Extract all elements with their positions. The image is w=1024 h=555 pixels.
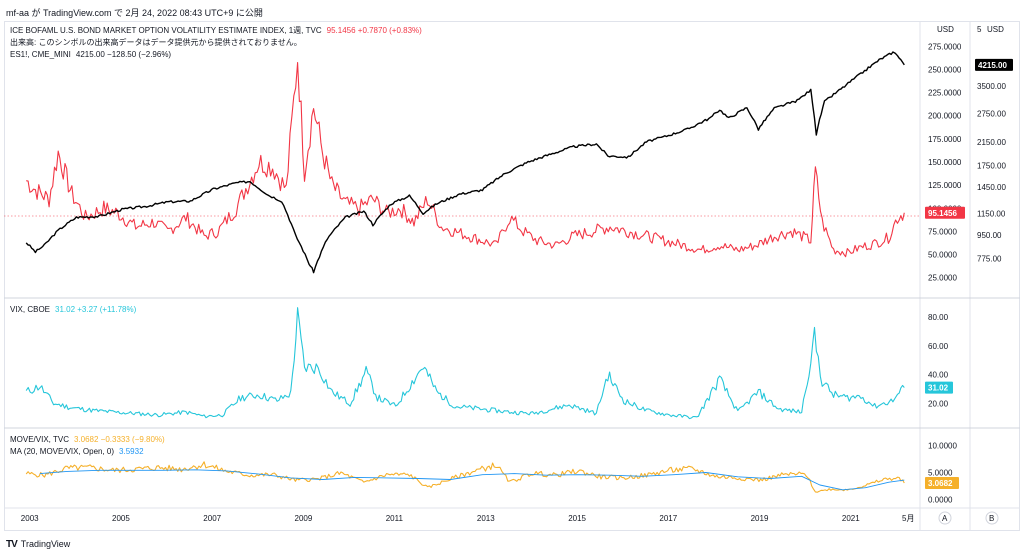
x-tick-label: 2003 (21, 514, 39, 523)
log-scale-label[interactable]: B (989, 514, 994, 523)
move-last-badge-bg (925, 206, 965, 219)
x-tick-label: 2021 (842, 514, 860, 523)
x-tick-label: 2011 (386, 514, 404, 523)
vix-series-line[interactable] (25, 307, 905, 420)
auto-scale-label[interactable]: A (942, 514, 948, 523)
move-legend-values: 95.1456 +0.7870 (+0.83%) (326, 26, 422, 35)
x-axis-ticks: 2003 2005 2007 2009 2011 2013 2015 2017 2019 2021 (21, 514, 860, 523)
ma-legend-symbol: MA (20, MOVE/VIX, Open, 0) (10, 447, 115, 456)
usd-left-label[interactable]: USD (937, 25, 954, 34)
move-last-badge: 95.1456 (928, 209, 957, 218)
es-y-tick-label: 1450.00 (977, 183, 1006, 192)
vix-legend-symbol: VIX, CBOE (10, 305, 51, 314)
move-legend-symbol: ICE BOFAML U.S. BOND MARKET OPTION VOLAT… (10, 26, 322, 35)
ratio-legend-row[interactable]: MOVE/VIX, TVC 3.0682 −0.3333 (−9.80%) (10, 434, 165, 446)
es-legend-values: 4215.00 −128.50 (−2.96%) (75, 50, 172, 59)
vix-last-badge: 31.02 (928, 384, 949, 393)
ratio-series-line[interactable] (25, 461, 905, 493)
es-y-tick-label: 950.00 (977, 231, 1002, 240)
volume-legend-row: 出来高: このシンボルの出来高データはデータ提供元から提供されておりません。 (10, 37, 422, 49)
ma-series-line[interactable] (39, 469, 905, 491)
main-legend: ICE BOFAML U.S. BOND MARKET OPTION VOLAT… (10, 25, 422, 61)
auto-scale-button (938, 511, 952, 525)
ratio-legend-values: 3.0682 −0.3333 (−9.80%) (73, 435, 165, 444)
vix-legend-row[interactable]: VIX, CBOE 31.02 +3.27 (+11.78%) (10, 304, 136, 316)
main-pane[interactable]: 275.0000 250.0000 225.0000 200.0000 175.0000… (25, 42, 1013, 283)
vix-last-badge-bg (925, 381, 953, 394)
ratio-legend-symbol: MOVE/VIX, TVC (10, 435, 69, 444)
es-y-tick-label: 1150.00 (977, 209, 1006, 218)
es-last-badge-bg (975, 58, 1013, 71)
vix-pane[interactable]: 80.00 60.00 40.00 20.00 31.02 (25, 307, 953, 420)
x-tick-label: 2019 (751, 514, 769, 523)
es-y-tick-label: 3500.00 (977, 82, 1006, 91)
footer: TV TradingView (6, 536, 70, 552)
move-y-tick-label: 225.0000 (928, 89, 962, 98)
move-legend-row[interactable]: ICE BOFAML U.S. BOND MARKET OPTION VOLAT… (10, 25, 422, 37)
vix-legend: VIX, CBOE 31.02 +3.27 (+11.78%) (10, 304, 136, 316)
move-y-tick-label: 275.0000 (928, 42, 962, 51)
move-y-tick-label: 25.0000 (928, 274, 957, 283)
vix-legend-values: 31.02 +3.27 (+11.78%) (55, 305, 137, 314)
x-tick-label: 2009 (295, 514, 313, 523)
x-axis-end-label: 5月 (902, 514, 914, 523)
vix-y-tick-label: 20.00 (928, 399, 949, 408)
es-series-line[interactable] (25, 51, 905, 274)
move-y-tick-label: 200.0000 (928, 112, 962, 121)
tradingview-logo-icon[interactable]: TV (6, 538, 18, 550)
es-y-tick-label: 2750.00 (977, 110, 1006, 119)
ratio-y-tick-label: 5.0000 (928, 469, 953, 478)
vix-y-tick-label: 40.00 (928, 371, 949, 380)
ratio-legend: MOVE/VIX, TVC 3.0682 −0.3333 (−9.80%) MA … (10, 434, 165, 458)
es-y-tick-label: 1750.00 (977, 161, 1006, 170)
move-y-tick-label: 175.0000 (928, 135, 962, 144)
move-y-tick-label: 125.0000 (928, 181, 962, 190)
es-legend-row[interactable]: ES1!, CME_MINI 4215.00 −128.50 (−2.96%) (10, 49, 422, 61)
five-right-label[interactable]: 5 (977, 25, 982, 34)
vix-y-tick-label: 60.00 (928, 342, 949, 351)
ratio-last-badge-bg (925, 476, 959, 489)
x-tick-label: 2007 (203, 514, 221, 523)
ratio-last-badge: 3.0682 (928, 479, 953, 488)
axis-controls[interactable]: USD 5 USD A B 5月 (902, 25, 1004, 525)
es-y-tick-label: 775.00 (977, 254, 1002, 263)
ma-legend-row[interactable]: MA (20, MOVE/VIX, Open, 0) 3.5932 (10, 446, 165, 458)
chart-frame (4, 21, 1020, 531)
es-last-badge: 4215.00 (978, 61, 1007, 70)
vix-y-tick-label: 80.00 (928, 313, 949, 322)
volume-legend-text: 出来高: このシンボルの出来高データはデータ提供元から提供されておりません。 (10, 38, 302, 47)
x-tick-label: 2015 (568, 514, 586, 523)
es-legend-symbol: ES1!, CME_MINI (10, 50, 71, 59)
footer-brand[interactable]: TradingView (20, 539, 71, 549)
move-y-tick-label: 50.0000 (928, 251, 957, 260)
ma-legend-values: 3.5932 (119, 447, 144, 456)
x-tick-label: 2005 (112, 514, 130, 523)
move-series-line[interactable] (26, 62, 905, 258)
publish-info: mf-aa が TradingView.com で 2月 24, 2022 08… (6, 8, 263, 18)
x-tick-label: 2013 (477, 514, 495, 523)
ratio-pane[interactable]: 10.0000 5.0000 0.0000 3.0682 (25, 441, 959, 505)
ratio-y-tick-label: 0.0000 (928, 496, 953, 505)
move-y-tick-label: 250.0000 (928, 65, 962, 74)
x-tick-label: 2017 (659, 514, 677, 523)
ratio-y-tick-label: 10.0000 (928, 441, 957, 450)
log-scale-button (985, 511, 999, 525)
move-y-tick-label: 75.0000 (928, 227, 957, 236)
usd-right-label[interactable]: USD (987, 25, 1004, 34)
move-y-tick-label: 150.0000 (928, 158, 962, 167)
es-y-tick-label: 2150.00 (977, 138, 1006, 147)
